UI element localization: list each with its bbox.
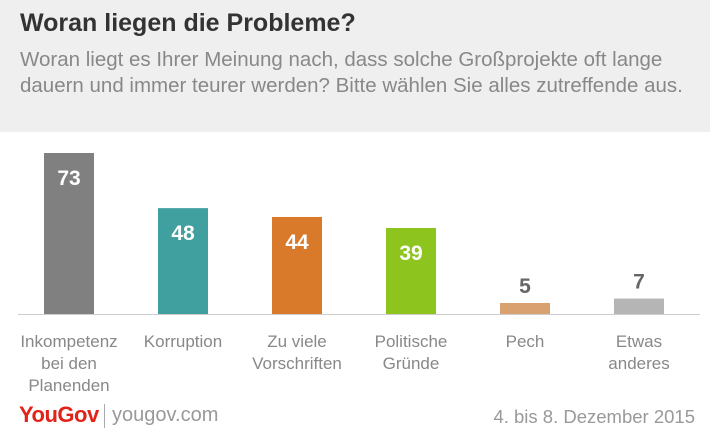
footer-divider [104,404,105,428]
chart-title: Woran liegen die Probleme? [20,9,356,37]
category-label-line: Planenden [28,376,109,392]
category-label-line: Gründe [383,354,440,373]
category-label-line: Pech [506,332,545,351]
category-label: Pech [506,332,545,351]
bar-value-label: 7 [633,271,645,294]
category-label-line: Vorschriften [252,354,342,373]
bar-chart: 73 Inkompetenz bei den Planenden 48 Korruptio… [18,153,700,392]
survey-date: 4. bis 8. Dezember 2015 [493,406,695,427]
category-label-line: Politische [375,332,448,351]
bar-value-label: 39 [399,242,422,265]
category-label-line: Inkompetenz [20,332,117,351]
yougov-logo: YouGov [19,402,99,427]
category-label-line: Etwas [616,332,662,351]
bar [272,216,322,314]
category-label-line: Zu viele [267,332,327,351]
bar-value-label: 5 [519,275,531,298]
bar [386,227,436,314]
chart-subtitle: Woran liegt es Ihrer Meinung nach, dass … [20,48,683,97]
category-label: Korruption [144,332,222,351]
bar-value-label: 48 [171,222,195,245]
category-label: Politische Gründe [375,332,448,373]
bar [44,153,94,314]
footer-url: yougov.com [112,404,219,426]
category-label: Etwas anderes [608,332,669,373]
bar [500,302,550,314]
category-label-line: bei den [41,354,97,373]
category-label: Zu viele Vorschriften [252,332,342,373]
bar-value-label: 44 [285,231,309,254]
bar [614,298,664,314]
chart-header: Woran liegen die Probleme? Woran liegt e… [0,0,710,132]
category-label-line: anderes [608,354,669,373]
category-label: Inkompetenz bei den Planenden [20,332,117,392]
category-label-line: Korruption [144,332,222,351]
bar-value-label: 73 [57,167,80,190]
bar [158,208,208,314]
